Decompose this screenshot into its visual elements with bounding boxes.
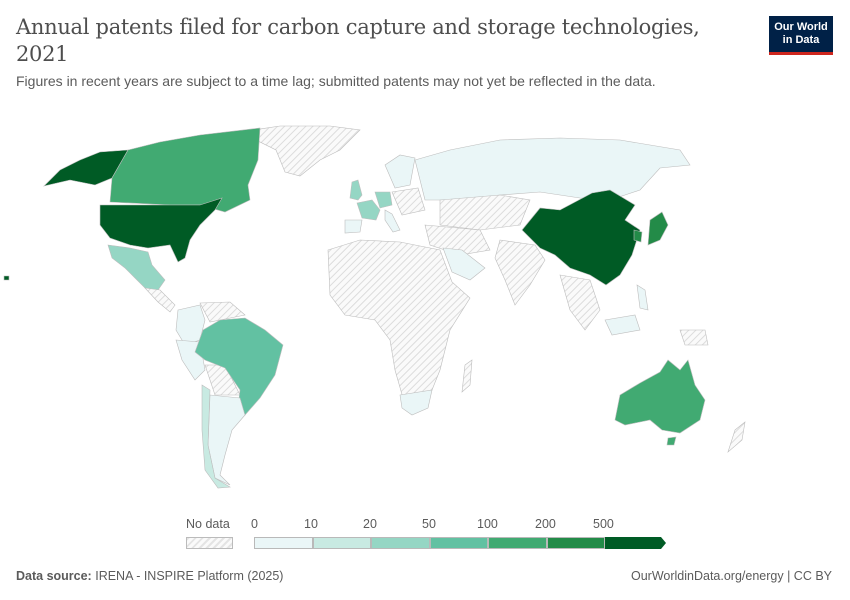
region-south-africa[interactable] — [399, 389, 433, 416]
legend-tick-200: 200 — [535, 517, 556, 531]
legend-bin-10-20[interactable] — [313, 537, 371, 549]
region-philippines[interactable] — [636, 284, 649, 311]
region-africa[interactable] — [327, 239, 471, 406]
legend-tick-50: 50 — [422, 517, 436, 531]
region-scandinavia[interactable] — [384, 154, 416, 189]
region-germany[interactable] — [374, 191, 393, 209]
legend-bin-50-100[interactable] — [430, 537, 488, 549]
region-central-asia[interactable] — [439, 194, 531, 231]
region-canada[interactable] — [109, 127, 261, 213]
credit-link[interactable]: OurWorldinData.org/energy | CC BY — [630, 569, 832, 583]
region-tasmania[interactable] — [666, 436, 677, 446]
data-source-label: Data source: — [16, 569, 92, 583]
legend-tick-500: 500 — [593, 517, 614, 531]
region-france[interactable] — [356, 199, 381, 221]
legend-bin-0-10[interactable] — [254, 537, 313, 549]
region-mexico[interactable] — [107, 244, 166, 291]
region-italy[interactable] — [384, 209, 401, 233]
region-spain[interactable] — [344, 219, 363, 234]
legend-bin-20-50[interactable] — [371, 537, 430, 549]
region-venezuela-guianas[interactable] — [199, 301, 246, 323]
data-source-value[interactable]: IRENA - INSPIRE Platform (2025) — [95, 569, 284, 583]
region-madagascar[interactable] — [461, 359, 473, 393]
region-brazil[interactable] — [194, 317, 284, 416]
region-saudi-arabia[interactable] — [442, 247, 486, 281]
owid-logo[interactable]: Our World in Data — [769, 16, 833, 55]
legend-no-data-label: No data — [186, 517, 230, 531]
region-central-america[interactable] — [144, 287, 176, 313]
logo-line-1: Our World — [774, 21, 828, 33]
data-source: Data source: IRENA - INSPIRE Platform (2… — [16, 569, 283, 583]
region-united-kingdom[interactable] — [349, 179, 363, 201]
region-india[interactable] — [494, 239, 546, 306]
region-papua[interactable] — [679, 329, 709, 346]
legend-no-data-swatch[interactable] — [186, 537, 233, 549]
region-united-states[interactable] — [99, 197, 223, 263]
color-legend: No data 0 10 20 50 100 200 500 — [180, 515, 680, 555]
region-russia[interactable] — [414, 137, 691, 201]
logo-line-2: in Data — [782, 34, 820, 46]
region-middle-east[interactable] — [424, 224, 491, 256]
region-hawaii[interactable] — [3, 275, 10, 281]
world-map[interactable] — [0, 110, 850, 510]
legend-bin-200-500[interactable] — [547, 537, 605, 549]
region-eastern-europe[interactable] — [391, 187, 426, 216]
chart-title: Annual patents filed for carbon capture … — [16, 15, 700, 66]
region-greenland[interactable] — [239, 125, 361, 177]
legend-tick-10: 10 — [304, 517, 318, 531]
region-south-korea[interactable] — [633, 229, 643, 243]
legend-bin-500-plus[interactable] — [605, 537, 667, 549]
region-china[interactable] — [521, 189, 641, 286]
region-japan[interactable] — [647, 211, 669, 246]
legend-tick-0: 0 — [251, 517, 258, 531]
legend-tick-100: 100 — [477, 517, 498, 531]
legend-bin-100-200[interactable] — [488, 537, 547, 549]
region-australia[interactable] — [614, 359, 706, 434]
legend-tick-20: 20 — [363, 517, 377, 531]
region-indonesia[interactable] — [604, 314, 641, 336]
region-chile[interactable] — [201, 384, 231, 489]
region-new-zealand[interactable] — [727, 421, 746, 453]
chart-subtitle: Figures in recent years are subject to a… — [16, 73, 656, 89]
region-southeast-asia[interactable] — [559, 274, 601, 331]
